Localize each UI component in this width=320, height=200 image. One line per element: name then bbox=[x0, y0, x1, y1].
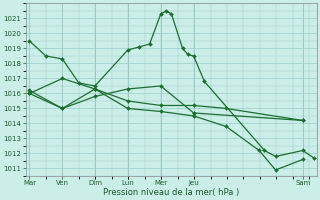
X-axis label: Pression niveau de la mer( hPa ): Pression niveau de la mer( hPa ) bbox=[103, 188, 239, 197]
